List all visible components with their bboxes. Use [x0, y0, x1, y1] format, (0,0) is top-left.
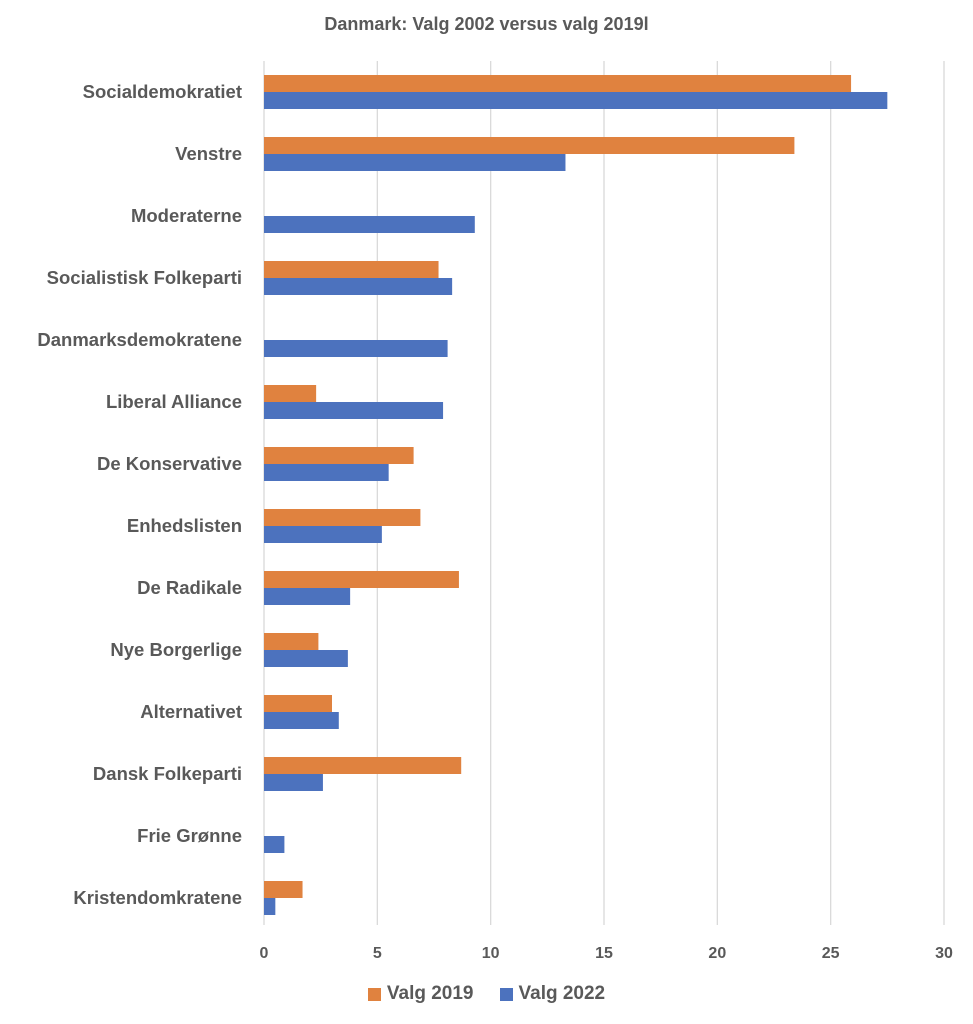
category-label: Venstre	[175, 143, 242, 164]
x-tick-label: 15	[595, 945, 613, 962]
category-label: Kristendomkratene	[73, 887, 242, 908]
bar-valg-2019	[264, 571, 459, 588]
bar-valg-2022	[264, 650, 348, 667]
bar-valg-2022	[264, 588, 351, 605]
category-label: Moderaterne	[131, 205, 242, 226]
category-label: Socialistisk Folkeparti	[47, 267, 242, 288]
category-label: Enhedslisten	[127, 515, 242, 536]
bar-valg-2022	[264, 774, 323, 791]
legend-swatch-2022	[499, 987, 513, 1001]
bar-valg-2022	[264, 464, 389, 481]
bar-valg-2019	[264, 881, 303, 898]
bar-valg-2019	[264, 757, 462, 774]
x-tick-label: 0	[260, 945, 269, 962]
x-tick-label: 20	[708, 945, 726, 962]
legend-item-2022: Valg 2022	[499, 983, 606, 1005]
category-label: Frie Grønne	[137, 825, 242, 846]
legend: Valg 2019 Valg 2022	[0, 983, 973, 1005]
chart-title: Danmark: Valg 2002 versus valg 2019l	[324, 14, 649, 34]
bar-valg-2022	[264, 340, 448, 357]
bar-valg-2019	[264, 695, 332, 712]
bar-valg-2022	[264, 154, 566, 171]
bar-valg-2019	[264, 633, 319, 650]
bar-valg-2019	[264, 447, 414, 464]
bar-valg-2019	[264, 385, 317, 402]
bar-chart: 0 5 10 15 20 25 30 Socialdemokratiet Venstre Mode…	[37, 61, 953, 962]
bar-valg-2019	[264, 509, 421, 526]
category-label: De Radikale	[137, 577, 242, 598]
category-label: Danmarksdemokratene	[37, 329, 242, 350]
bar-valg-2022	[264, 92, 888, 109]
bar-valg-2022	[264, 712, 339, 729]
category-label: Liberal Alliance	[106, 391, 242, 412]
bar-valg-2022	[264, 216, 475, 233]
bar-valg-2019	[264, 261, 439, 278]
x-tick-label: 30	[935, 945, 953, 962]
bar-valg-2022	[264, 278, 453, 295]
bar-valg-2022	[264, 898, 276, 915]
x-tick-label: 25	[822, 945, 840, 962]
legend-swatch-2019	[367, 987, 381, 1001]
legend-label-2019: Valg 2019	[386, 983, 474, 1004]
legend-item-2019: Valg 2019	[367, 983, 474, 1005]
x-tick-label: 10	[482, 945, 500, 962]
bar-valg-2022	[264, 402, 444, 419]
category-label: Socialdemokratiet	[83, 81, 242, 102]
legend-label-2022: Valg 2022	[518, 983, 606, 1004]
category-label: De Konservative	[97, 453, 242, 474]
bar-valg-2022	[264, 836, 285, 853]
bar-valg-2022	[264, 526, 382, 543]
bar-valg-2019	[264, 75, 852, 92]
bar-valg-2019	[264, 137, 795, 154]
category-label: Dansk Folkeparti	[93, 763, 242, 784]
category-label: Nye Borgerlige	[110, 639, 242, 660]
category-label: Alternativet	[140, 701, 242, 722]
x-tick-label: 5	[373, 945, 382, 962]
